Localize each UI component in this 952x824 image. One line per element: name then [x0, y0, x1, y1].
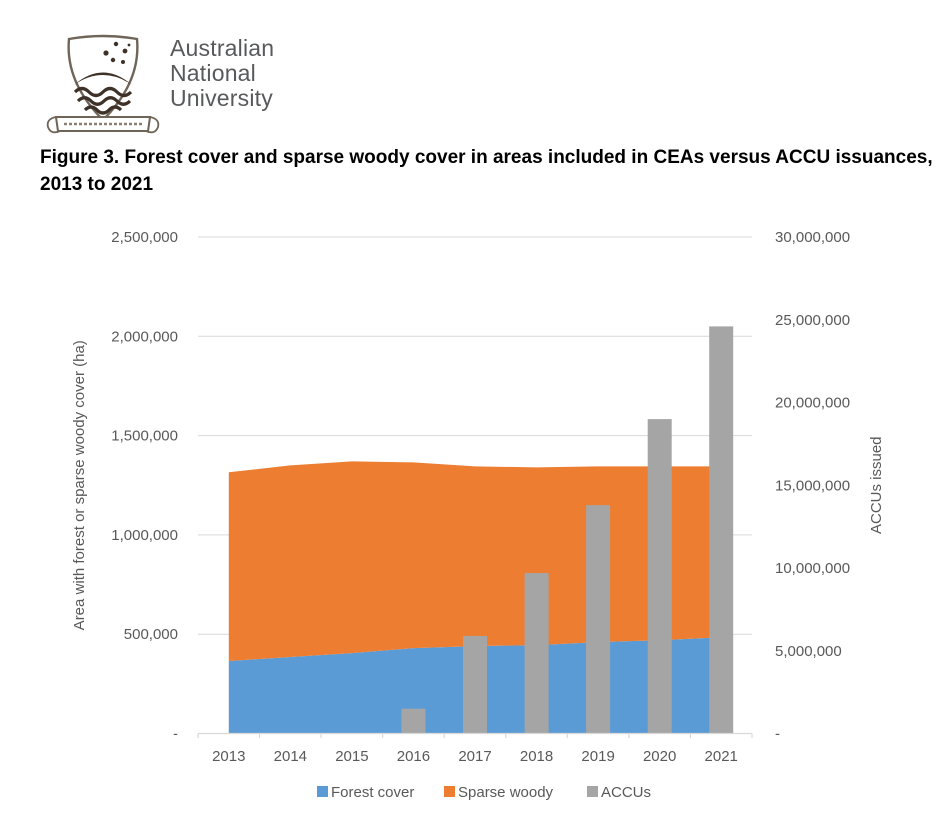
x-axis-label-2014: 2014 — [274, 748, 307, 765]
left-axis-tick-label: 500,000 — [124, 626, 178, 643]
crest-shield — [67, 34, 139, 122]
right-axis-tick-label: 20,000,000 — [775, 395, 850, 412]
right-axis-title: ACCUs issued — [868, 436, 885, 534]
crest-ribbon — [46, 115, 160, 134]
legend-label-sparse-woody: Sparse woody — [458, 784, 554, 801]
left-axis-tick-label: - — [173, 726, 178, 743]
x-axis-label-2016: 2016 — [397, 748, 430, 765]
legend-swatch-sparse-woody — [444, 786, 455, 797]
anu-crest-logo — [46, 34, 160, 134]
figure-title: Figure 3. Forest cover and sparse woody … — [40, 147, 933, 195]
x-axis-label-2017: 2017 — [458, 748, 491, 765]
x-axis-label-2013: 2013 — [212, 748, 245, 765]
right-axis-tick-label: 15,000,000 — [775, 477, 850, 494]
crest-waves — [73, 86, 133, 115]
legend-label-accus: ACCUs — [601, 784, 651, 801]
x-axis-label-2018: 2018 — [520, 748, 553, 765]
x-axis-label-2015: 2015 — [335, 748, 368, 765]
crest-stars — [103, 41, 131, 64]
area-sparse-woody — [228, 461, 722, 661]
x-axis-label-2019: 2019 — [581, 748, 614, 765]
bar-accus-2017 — [463, 635, 487, 734]
legend-swatch-forest-cover — [317, 786, 328, 797]
org-name-line1: Australian — [170, 35, 275, 61]
org-name: Australian National University — [170, 36, 274, 111]
right-axis-tick-label: 10,000,000 — [775, 560, 850, 577]
left-axis-tick-label: 2,000,000 — [111, 328, 178, 345]
right-axis-tick-label: 30,000,000 — [775, 229, 850, 246]
left-axis-tick-label: 1,500,000 — [111, 428, 178, 445]
left-axis-tick-label: 2,500,000 — [111, 229, 178, 246]
x-axis-label-2020: 2020 — [643, 748, 676, 765]
legend-swatch-accus — [587, 786, 598, 797]
right-axis-tick-label: 25,000,000 — [775, 312, 850, 329]
bar-accus-2021 — [709, 326, 734, 734]
bar-accus-2019 — [586, 505, 611, 734]
bar-accus-2018 — [524, 573, 549, 734]
left-axis-tick-label: 1,000,000 — [111, 527, 178, 544]
right-axis-tick-label: 5,000,000 — [775, 643, 842, 660]
legend-label-forest-cover: Forest cover — [331, 784, 414, 801]
bar-accus-2016 — [401, 708, 426, 734]
bar-accus-2020 — [647, 419, 672, 734]
right-axis-tick-label: - — [775, 726, 780, 743]
org-name-line2: National — [170, 60, 256, 86]
crest-mound — [74, 72, 132, 85]
left-axis-title: Area with forest or sparse woody cover (… — [71, 340, 88, 630]
org-name-line3: University — [170, 85, 273, 111]
x-axis-label-2021: 2021 — [705, 748, 738, 765]
